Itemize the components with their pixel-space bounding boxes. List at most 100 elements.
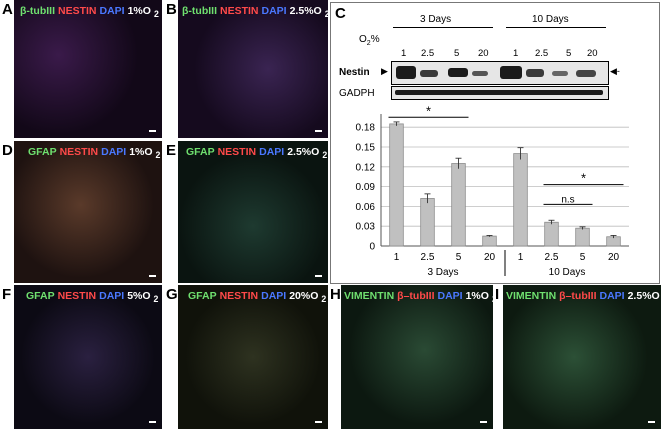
condition-label: 5%O 2 bbox=[127, 290, 159, 305]
y-tick-label: 0.09 bbox=[356, 182, 376, 193]
y-tick-label: 0.06 bbox=[356, 202, 376, 213]
panel-letter: H bbox=[330, 286, 341, 303]
scale-bar bbox=[315, 130, 322, 132]
marker-3: DAPI bbox=[101, 146, 127, 158]
lane-label: 2.5 bbox=[535, 48, 549, 59]
marker-2: NESTIN bbox=[59, 146, 99, 158]
lane-label: 20 bbox=[478, 48, 489, 59]
significance-label: n.s bbox=[561, 194, 574, 205]
band bbox=[395, 90, 603, 95]
lane-label: 1 bbox=[401, 48, 407, 59]
bar bbox=[606, 236, 621, 247]
bar bbox=[389, 123, 404, 247]
marker-3: DAPI bbox=[259, 146, 285, 158]
marker-1: VIMENTIN bbox=[344, 290, 395, 302]
marker-header: GFAP NESTIN DAPI 2.5%O 2 bbox=[186, 141, 328, 163]
panel-letter: C bbox=[335, 5, 346, 22]
group-label-3-days: 3 Days bbox=[420, 14, 452, 25]
y-tick-label: 0.12 bbox=[356, 162, 376, 173]
bar bbox=[420, 198, 435, 247]
y-tick-label: 0.15 bbox=[356, 143, 376, 154]
x-tick-label: 20 bbox=[608, 252, 620, 263]
panel-letter: B bbox=[166, 1, 177, 18]
condition-label: 1%O2 bbox=[465, 290, 493, 304]
group-label: 3 Days bbox=[427, 267, 458, 278]
marker-1: GFAP bbox=[28, 146, 57, 158]
group-rule bbox=[506, 27, 606, 28]
marker-3: DAPI bbox=[261, 5, 287, 17]
panel-A: A β-tubIII NESTIN DAPI 1%O 2 bbox=[0, 0, 163, 138]
panel-letter: I bbox=[495, 286, 500, 303]
marker-header: β-tubIII NESTIN DAPI 1%O 2 bbox=[20, 0, 162, 22]
marker-header: GFAP NESTIN DAPI 5%O 2 bbox=[26, 285, 162, 307]
panel-E: E GFAP NESTIN DAPI 2.5%O 2 bbox=[164, 141, 328, 283]
scale-bar bbox=[149, 421, 156, 423]
condition-label: 20%O 2 bbox=[289, 290, 327, 305]
y-tick-label: 0 bbox=[369, 242, 375, 253]
marker-2: NESTIN bbox=[217, 146, 257, 158]
marker-header: GFAP NESTIN DAPI 1%O 2 bbox=[28, 141, 162, 163]
marker-3: DAPI bbox=[599, 290, 625, 302]
y-tick-label: 0.18 bbox=[356, 123, 376, 134]
lane-label: 20 bbox=[587, 48, 598, 59]
scale-bar bbox=[315, 421, 322, 423]
panel-letter: D bbox=[2, 142, 13, 159]
panel-F: F GFAP NESTIN DAPI 5%O 2 bbox=[0, 285, 163, 431]
bar bbox=[575, 227, 590, 247]
scale-bar bbox=[480, 421, 487, 423]
marker-1: VIMENTIN bbox=[506, 290, 557, 302]
scale-bar bbox=[149, 130, 156, 132]
significance-label: * bbox=[581, 171, 586, 186]
x-tick-label: 20 bbox=[484, 252, 496, 263]
marker-2: NESTIN bbox=[219, 5, 259, 17]
y-tick-label: 0.03 bbox=[356, 222, 376, 233]
gadph-blot-image bbox=[391, 86, 609, 100]
marker-1: β-tubIII bbox=[20, 5, 55, 17]
bar-chart: 0 0.03 0.06 0.09 0.12 0.15 0.18 1 2.5 5 20 1 2.5 5 20 3… bbox=[356, 103, 629, 278]
marker-2: β–tubIII bbox=[559, 290, 597, 302]
marker-header: β-tubIII NESTIN DAPI 2.5%O 2 bbox=[182, 0, 328, 22]
marker-3: DAPI bbox=[261, 290, 287, 302]
bar bbox=[513, 153, 528, 247]
lane-label: 1 bbox=[513, 48, 519, 59]
band bbox=[448, 68, 468, 77]
nestin-blot-image bbox=[391, 61, 609, 85]
marker-3: DAPI bbox=[99, 290, 125, 302]
panel-D: D GFAP NESTIN DAPI 1%O 2 bbox=[0, 141, 163, 283]
band bbox=[526, 69, 544, 77]
band bbox=[396, 66, 416, 79]
x-tick-label: 5 bbox=[580, 252, 586, 263]
band bbox=[576, 70, 596, 77]
marker-1: GFAP bbox=[26, 290, 55, 302]
micrograph-image: GFAP NESTIN DAPI 20%O 2 bbox=[178, 285, 328, 429]
marker-1: GFAP bbox=[188, 290, 217, 302]
lane-label: 5 bbox=[454, 48, 460, 59]
bar bbox=[544, 221, 559, 247]
blot-row-label-nestin: Nestin bbox=[339, 67, 370, 78]
lane-label: 2.5 bbox=[421, 48, 435, 59]
panel-letter: G bbox=[166, 286, 178, 303]
marker-1: GFAP bbox=[186, 146, 215, 158]
bar bbox=[482, 235, 497, 247]
x-tick-label: 1 bbox=[394, 252, 400, 263]
marker-header: GFAP NESTIN DAPI 20%O 2 bbox=[188, 285, 328, 307]
scale-bar bbox=[149, 275, 156, 277]
group-rule bbox=[393, 27, 493, 28]
lane-label: 5 bbox=[566, 48, 572, 59]
marker-1: β-tubIII bbox=[182, 5, 217, 17]
marker-2: NESTIN bbox=[57, 5, 97, 17]
significance-label: * bbox=[426, 103, 431, 118]
arrow-right-icon: ◀- bbox=[610, 66, 620, 76]
marker-3: DAPI bbox=[99, 5, 125, 17]
arrow-left-icon: ▶ bbox=[381, 66, 388, 76]
